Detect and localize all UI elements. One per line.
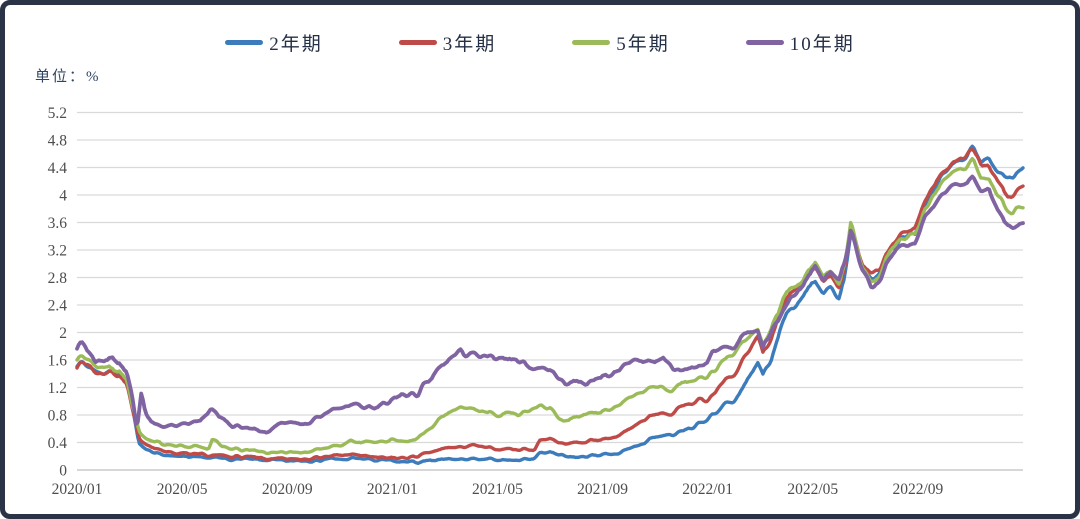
legend-item-2y: 2年期 (225, 29, 323, 56)
legend-label-2y: 2年期 (269, 34, 323, 55)
legend-item-5y: 5年期 (572, 29, 670, 56)
svg-text:2.4: 2.4 (48, 298, 68, 315)
svg-text:2021/01: 2021/01 (367, 481, 418, 498)
svg-text:2020/05: 2020/05 (157, 481, 208, 498)
svg-text:0.4: 0.4 (48, 435, 68, 452)
svg-text:2022/09: 2022/09 (892, 481, 943, 498)
svg-text:3.6: 3.6 (48, 215, 68, 232)
svg-text:4: 4 (59, 188, 67, 205)
legend-swatch-10y (745, 40, 784, 45)
legend-item-10y: 10年期 (745, 29, 855, 56)
svg-text:0: 0 (59, 463, 67, 480)
svg-text:5.2: 5.2 (48, 105, 67, 122)
svg-text:2.8: 2.8 (48, 270, 68, 287)
legend-swatch-2y (225, 40, 264, 45)
svg-text:1.2: 1.2 (48, 380, 67, 397)
svg-text:2022/01: 2022/01 (682, 481, 733, 498)
svg-text:4.8: 4.8 (48, 133, 68, 150)
svg-text:0.8: 0.8 (48, 408, 68, 425)
legend-item-3y: 3年期 (398, 29, 497, 56)
svg-text:2020/01: 2020/01 (52, 481, 103, 498)
svg-text:3.2: 3.2 (48, 243, 67, 260)
svg-text:2022/05: 2022/05 (787, 481, 838, 498)
legend-swatch-5y (572, 40, 611, 45)
line-chart: 0 0.4 0.8 1.2 1.6 2 2.4 2.8 3.2 3.6 4 4.4 4.8 5.2 2020… (48, 105, 1025, 498)
svg-text:1.6: 1.6 (48, 353, 68, 370)
svg-text:2: 2 (59, 325, 67, 342)
legend-label-10y: 10年期 (789, 34, 855, 55)
legend-label-5y: 5年期 (616, 34, 670, 55)
svg-text:2021/09: 2021/09 (577, 481, 628, 498)
chart-legend: 2年期 3年期 5年期 10年期 (5, 29, 1075, 56)
svg-text:2021/05: 2021/05 (472, 481, 523, 498)
svg-text:4.4: 4.4 (48, 160, 68, 177)
axis-unit-label: 单位：% (35, 69, 101, 85)
svg-text:2020/09: 2020/09 (262, 481, 313, 498)
legend-label-3y: 3年期 (442, 34, 497, 55)
legend-swatch-3y (398, 40, 437, 45)
